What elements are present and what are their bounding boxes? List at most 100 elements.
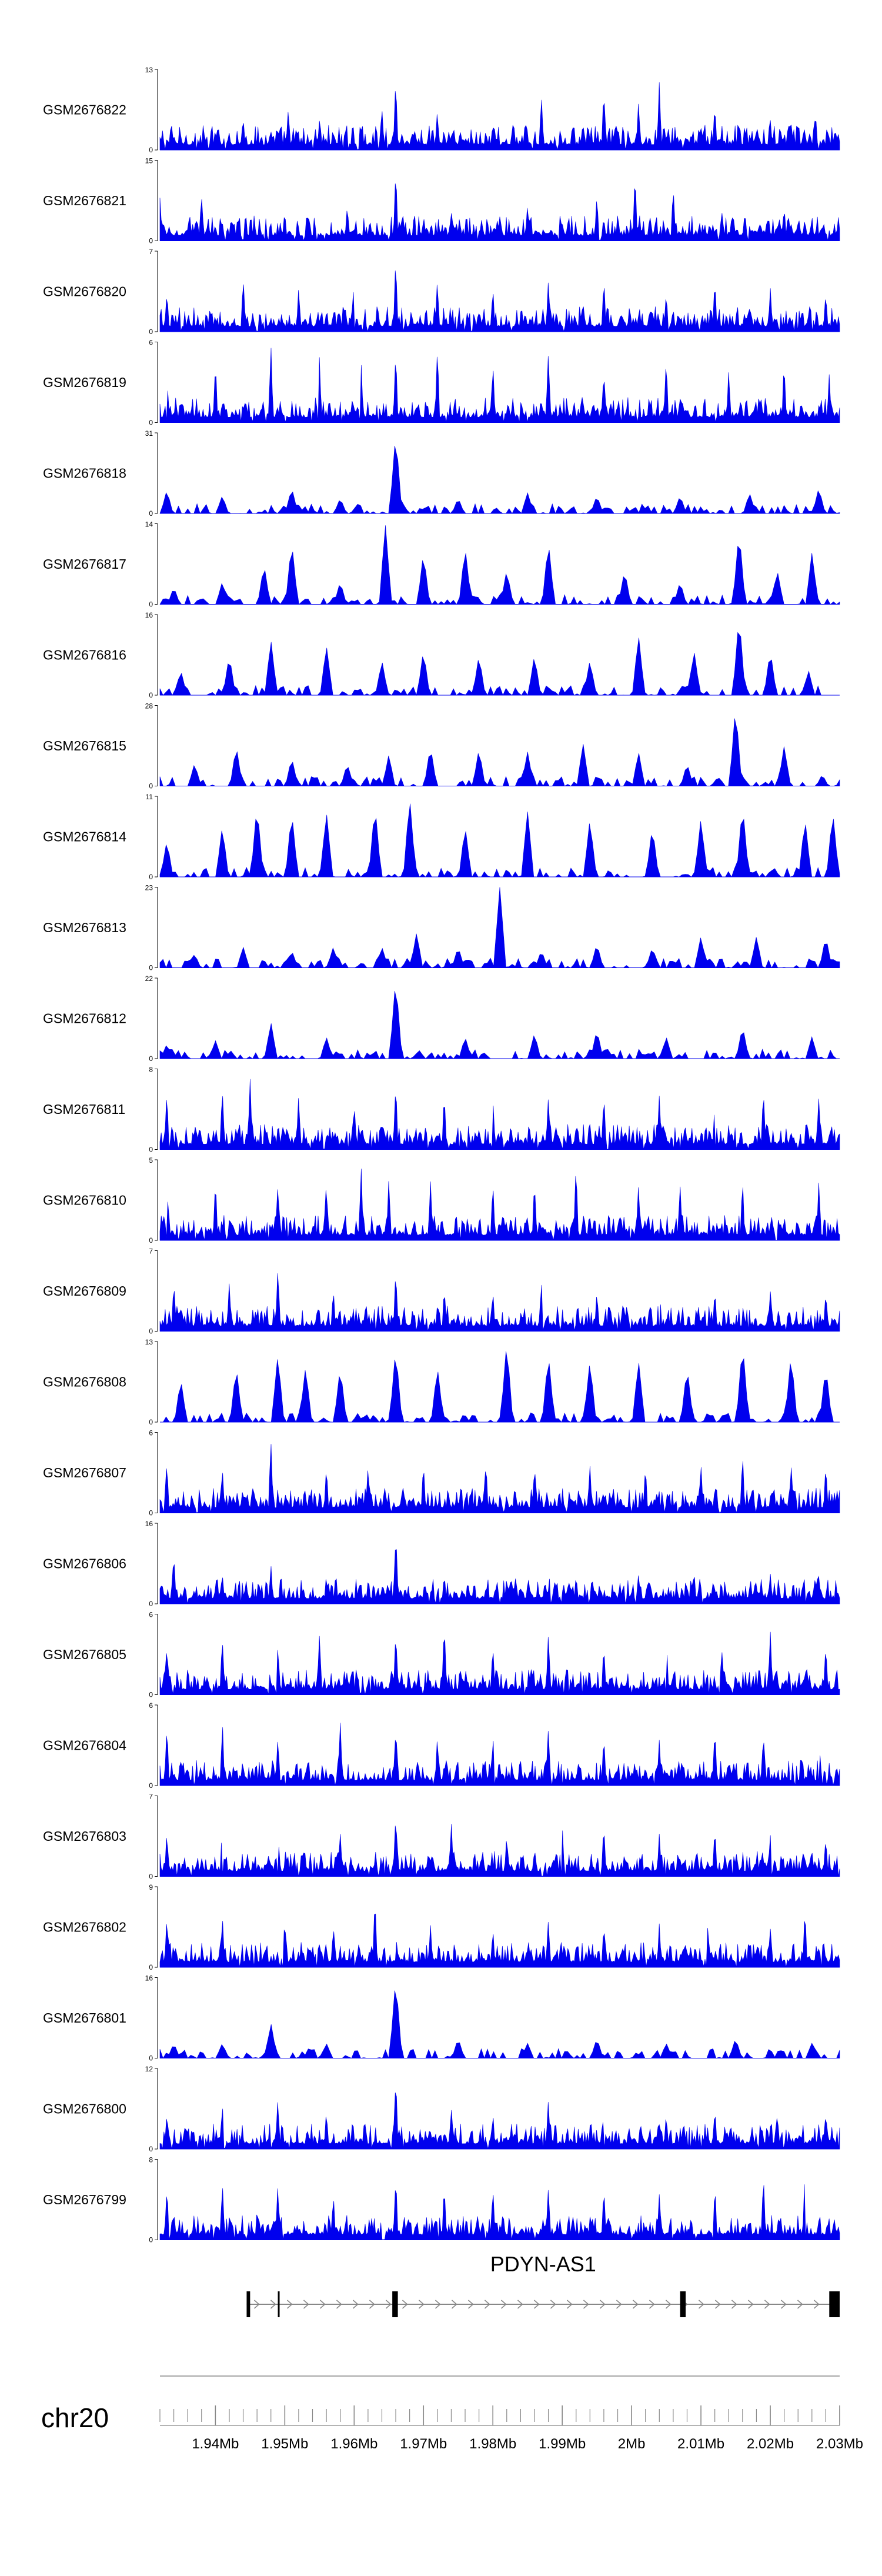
- strand-chevron: [616, 2300, 622, 2309]
- y-tick-label-min: 0: [149, 1327, 153, 1336]
- signal-area: [159, 1444, 840, 1513]
- y-tick-label-max: 23: [145, 884, 153, 892]
- track-GSM2676819: GSM2676819 6 0: [43, 339, 840, 427]
- signal-area: [159, 2092, 840, 2150]
- signal-area: [159, 446, 840, 514]
- strand-chevron: [500, 2300, 507, 2309]
- strand-chevron: [319, 2300, 326, 2309]
- y-tick-label-min: 0: [149, 1509, 153, 1517]
- track-GSM2676822: GSM2676822 13 0: [43, 66, 840, 154]
- track-GSM2676806: GSM2676806 16 0: [43, 1520, 840, 1608]
- strand-chevron: [649, 2300, 655, 2309]
- track-GSM2676811: GSM2676811 8 0: [43, 1066, 840, 1154]
- signal-area: [159, 718, 840, 787]
- gene-exon: [246, 2291, 250, 2317]
- strand-chevron: [583, 2300, 589, 2309]
- x-tick-label: 1.99Mb: [539, 2436, 586, 2452]
- signal-area: [159, 1723, 840, 1786]
- signal-area: [159, 183, 840, 242]
- strand-chevron: [385, 2300, 392, 2309]
- signal-area: [160, 1351, 840, 1423]
- track-GSM2676804: GSM2676804 6 0: [43, 1701, 840, 1790]
- x-tick-label: 2.03Mb: [816, 2436, 863, 2452]
- gene-exon: [829, 2291, 840, 2317]
- y-tick-label-min: 0: [149, 1600, 153, 1608]
- strand-chevron: [467, 2300, 474, 2309]
- gene-exon: [392, 2291, 398, 2317]
- signal-area: [159, 348, 840, 423]
- y-tick-label-min: 0: [149, 873, 153, 881]
- signal-area: [159, 525, 840, 605]
- y-tick-label-min: 0: [149, 691, 153, 699]
- y-tick-label-max: 7: [149, 1793, 153, 1801]
- strand-chevron: [533, 2300, 540, 2309]
- strand-chevron: [665, 2300, 671, 2309]
- track-GSM2676814: GSM2676814 11 0: [43, 793, 840, 881]
- y-tick-label-max: 7: [149, 1247, 153, 1256]
- track-label: GSM2676822: [43, 102, 126, 118]
- track-GSM2676810: GSM2676810 5 0: [43, 1156, 840, 1244]
- signal-area: [159, 803, 840, 877]
- strand-chevron: [369, 2300, 375, 2309]
- y-tick-label-max: 5: [149, 1156, 153, 1164]
- y-tick-label-max: 6: [149, 339, 153, 347]
- y-tick-label-min: 0: [149, 964, 153, 972]
- gene-exon: [680, 2291, 686, 2317]
- y-tick-label-max: 28: [145, 702, 153, 710]
- strand-chevron: [303, 2300, 309, 2309]
- signal-area: [159, 270, 840, 332]
- track-label: GSM2676800: [43, 2101, 126, 2117]
- y-tick-label-min: 0: [149, 328, 153, 336]
- track-GSM2676815: GSM2676815 28 0: [43, 702, 840, 790]
- track-label: GSM2676804: [43, 1738, 126, 1753]
- y-tick-label-min: 0: [149, 419, 153, 427]
- track-label: GSM2676817: [43, 556, 126, 572]
- strand-chevron: [714, 2300, 721, 2309]
- x-tick-label: 2.02Mb: [747, 2436, 794, 2452]
- track-label: GSM2676811: [43, 1102, 125, 1117]
- track-GSM2676809: GSM2676809 7 0: [43, 1247, 840, 1336]
- track-GSM2676820: GSM2676820 7 0: [43, 248, 840, 336]
- track-label: GSM2676806: [43, 1556, 126, 1571]
- y-tick-label-max: 6: [149, 1611, 153, 1619]
- y-tick-label-max: 12: [145, 2065, 153, 2073]
- signal-area: [159, 1990, 840, 2059]
- gene-track: PDYN-AS1: [246, 2252, 840, 2317]
- y-tick-label-max: 8: [149, 1066, 153, 1074]
- strand-chevron: [550, 2300, 556, 2309]
- track-label: GSM2676818: [43, 466, 126, 481]
- signal-area: [159, 632, 840, 696]
- strand-chevron: [484, 2300, 490, 2309]
- y-tick-label-max: 11: [146, 793, 153, 801]
- track-GSM2676817: GSM2676817 14 0: [43, 520, 840, 609]
- gene-exon: [278, 2291, 280, 2317]
- x-tick-label: 1.94Mb: [192, 2436, 239, 2452]
- y-tick-label-max: 13: [145, 66, 153, 74]
- x-tick-label: 1.95Mb: [261, 2436, 308, 2452]
- strand-chevron: [566, 2300, 573, 2309]
- x-tick-label: 2.01Mb: [677, 2436, 724, 2452]
- strand-chevron: [402, 2300, 408, 2309]
- track-label: GSM2676814: [43, 829, 126, 845]
- track-label: GSM2676810: [43, 1193, 126, 1208]
- y-tick-label-max: 31: [145, 429, 153, 438]
- strand-chevron: [352, 2300, 359, 2309]
- track-GSM2676813: GSM2676813 23 0: [43, 884, 840, 972]
- track-label: GSM2676805: [43, 1647, 126, 1662]
- strand-chevron: [599, 2300, 606, 2309]
- track-GSM2676799: GSM2676799 8 0: [43, 2156, 840, 2244]
- track-GSM2676812: GSM2676812 22 0: [43, 975, 840, 1063]
- x-tick-label: 1.98Mb: [469, 2436, 516, 2452]
- strand-chevron: [780, 2300, 787, 2309]
- track-label: GSM2676820: [43, 284, 126, 299]
- y-tick-label-min: 0: [149, 1691, 153, 1699]
- strand-chevron: [813, 2300, 820, 2309]
- strand-chevron: [747, 2300, 754, 2309]
- signal-area: [159, 887, 840, 969]
- track-label: GSM2676807: [43, 1465, 126, 1480]
- chromosome-label: chr20: [41, 2403, 109, 2433]
- signal-area: [159, 1549, 840, 1604]
- x-tick-label: 1.97Mb: [400, 2436, 447, 2452]
- y-tick-label-min: 0: [149, 1418, 153, 1426]
- strand-chevron: [286, 2300, 293, 2309]
